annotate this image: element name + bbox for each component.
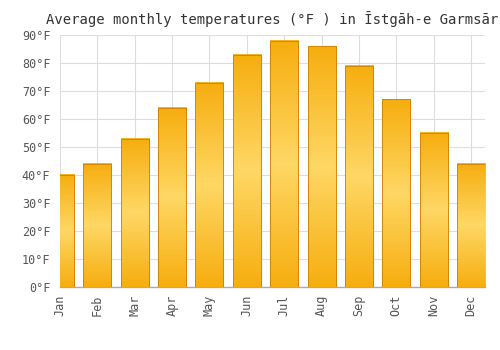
- Bar: [196, 83, 224, 287]
- Bar: [233, 55, 261, 287]
- Bar: [233, 55, 261, 287]
- Bar: [84, 164, 112, 287]
- Bar: [420, 133, 448, 287]
- Bar: [46, 175, 74, 287]
- Bar: [158, 108, 186, 287]
- Bar: [345, 66, 373, 287]
- Bar: [457, 164, 485, 287]
- Title: Average monthly temperatures (°F ) in Īstgāh-e Garmsār: Average monthly temperatures (°F ) in Īs…: [46, 11, 498, 27]
- Bar: [120, 139, 148, 287]
- Bar: [270, 41, 298, 287]
- Bar: [420, 133, 448, 287]
- Bar: [46, 175, 74, 287]
- Bar: [120, 139, 148, 287]
- Bar: [270, 41, 298, 287]
- Bar: [457, 164, 485, 287]
- Bar: [308, 46, 336, 287]
- Bar: [158, 108, 186, 287]
- Bar: [382, 99, 410, 287]
- Bar: [196, 83, 224, 287]
- Bar: [382, 99, 410, 287]
- Bar: [84, 164, 112, 287]
- Bar: [308, 46, 336, 287]
- Bar: [345, 66, 373, 287]
